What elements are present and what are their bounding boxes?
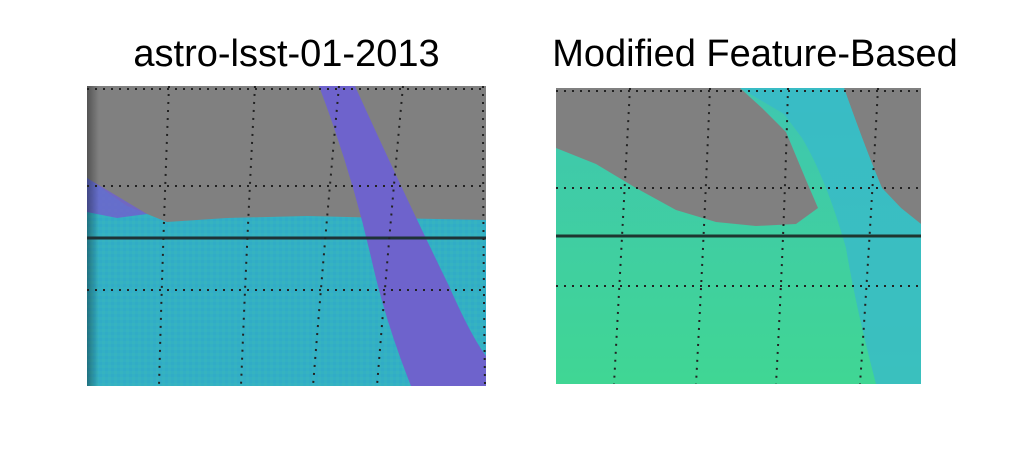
sky-map-left: [87, 86, 486, 386]
sky-map-right: [556, 88, 921, 384]
graticule: [556, 88, 921, 384]
panel-title-right: Modified Feature-Based: [552, 33, 958, 75]
panel-title-left: astro-lsst-01-2013: [133, 33, 440, 75]
left-edge-shade: [87, 86, 486, 386]
survey-band: [740, 88, 921, 384]
